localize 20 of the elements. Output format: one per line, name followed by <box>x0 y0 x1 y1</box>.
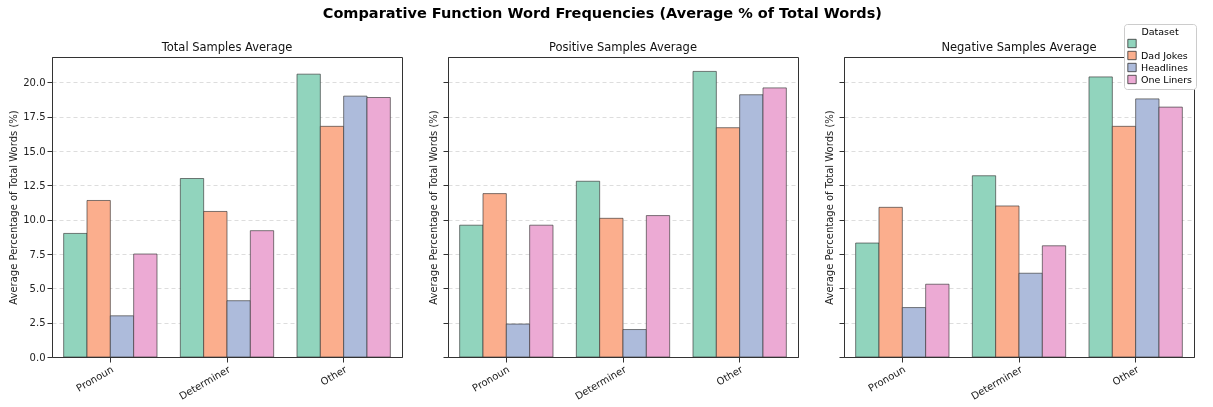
legend-label: Headlines <box>1141 61 1188 73</box>
y-tick-label: 10.0 <box>23 214 46 226</box>
legend-label: Dad Jokes <box>1141 49 1188 61</box>
y-tick-label: 7.5 <box>29 248 46 260</box>
chart-subtitle: Total Samples Average <box>160 39 293 54</box>
legend-label: One Liners <box>1141 73 1193 85</box>
y-tick-label: 15.0 <box>23 145 46 157</box>
y-tick-label: 5.0 <box>29 282 46 294</box>
y-tick-label: 12.5 <box>23 179 46 191</box>
y-axis-title: Average Percentage of Total Words (%) <box>824 110 835 305</box>
y-axis-title: Average Percentage of Total Words (%) <box>8 110 20 305</box>
y-tick-label: 17.5 <box>23 111 46 123</box>
y-axis-title: Average Percentage of Total Words (%) <box>428 110 439 305</box>
chart-subtitle: Negative Samples Average <box>941 39 1097 54</box>
y-tick-label: 20.0 <box>23 76 46 88</box>
y-tick-label: 0.0 <box>29 351 46 363</box>
y-tick-label: 2.5 <box>29 317 46 329</box>
chart-subtitle: Positive Samples Average <box>549 39 697 54</box>
text: Comparative Function Word Frequencies (Average % of Total Words) <box>322 5 882 21</box>
legend-title: Dataset <box>1141 26 1179 37</box>
